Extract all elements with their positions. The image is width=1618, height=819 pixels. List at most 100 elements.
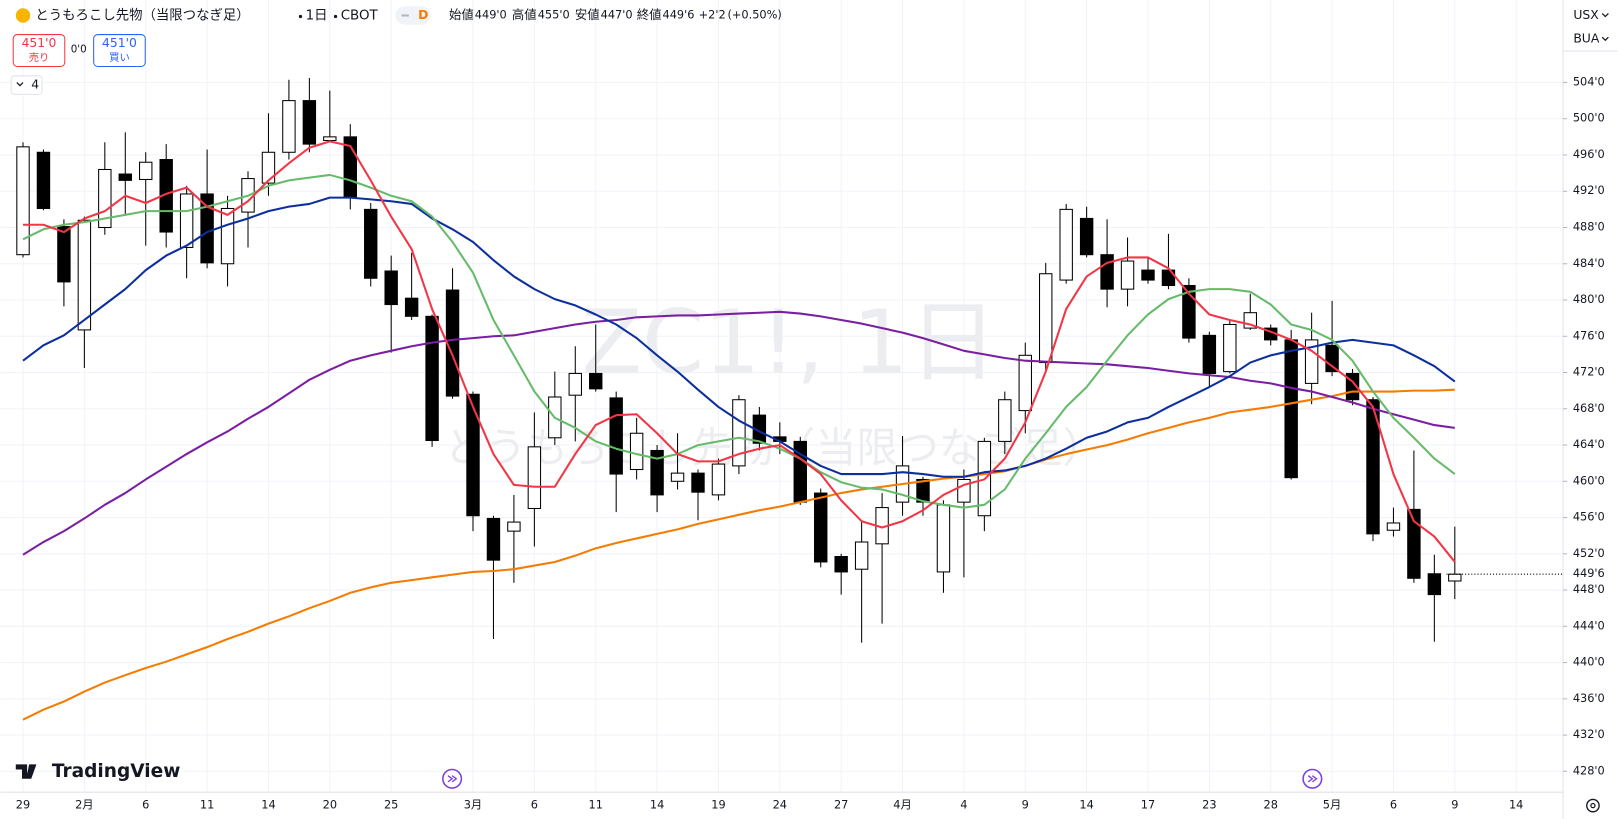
trade-buttons: 451'0 売り 0'0 451'0 買い 4 xyxy=(10,34,146,95)
ohlc-value: 449'6 xyxy=(663,7,695,21)
settings-icon[interactable] xyxy=(1586,798,1600,813)
y-tick-label: 472'0 xyxy=(1573,365,1605,379)
brand-dot xyxy=(28,764,34,770)
y-tick-label: 476'0 xyxy=(1573,328,1605,342)
unit[interactable]: BUA xyxy=(1573,32,1600,46)
brand-logo: TradingView xyxy=(15,761,180,782)
candle-body xyxy=(323,136,337,142)
interval[interactable]: 1日 xyxy=(306,8,328,23)
y-tick-label: 436'0 xyxy=(1573,691,1605,705)
candle-body xyxy=(527,446,542,509)
candle-body xyxy=(1100,254,1114,290)
y-tick-label: 428'0 xyxy=(1573,763,1605,777)
last-price-box xyxy=(1564,565,1618,583)
buy-button[interactable] xyxy=(93,34,146,68)
candle-body xyxy=(1448,573,1462,582)
x-tick-label: 14 xyxy=(650,798,664,812)
sell-label: 売り xyxy=(29,51,50,64)
ohlc-value: 447'0 xyxy=(601,7,633,21)
ohlc-value: 455'0 xyxy=(538,7,570,21)
ma-line xyxy=(22,173,1456,509)
x-tick-label: 6 xyxy=(531,798,538,812)
change: +2'2 xyxy=(699,7,726,21)
candle-body xyxy=(711,463,726,496)
candle-body xyxy=(589,372,603,390)
ma-line xyxy=(22,310,1455,556)
candle-body xyxy=(1120,260,1135,290)
candle-body xyxy=(936,504,951,573)
sell-price: 451'0 xyxy=(22,36,57,50)
candle-body xyxy=(609,397,623,475)
ohlc-label: 安値 xyxy=(575,7,600,22)
candle-body xyxy=(650,449,664,496)
event-icon xyxy=(447,775,458,783)
x-tick-label: 9 xyxy=(1022,798,1029,812)
candle-body xyxy=(139,161,153,180)
x-tick-label: 5月 xyxy=(1323,798,1342,812)
x-tick-label: 3月 xyxy=(464,798,483,812)
y-tick-label: 432'0 xyxy=(1573,727,1605,741)
y-tick-label: 448'0 xyxy=(1573,582,1605,596)
candle-body xyxy=(486,517,501,561)
currency[interactable]: USX xyxy=(1573,8,1599,22)
candle-body xyxy=(57,226,71,283)
indicator-toggle[interactable] xyxy=(10,75,43,95)
header: とうもろこし先物（当限つなぎ足） 1日 CBOT D xyxy=(15,6,431,25)
candle-body xyxy=(1202,334,1217,374)
candle-body xyxy=(834,556,848,573)
candle-body xyxy=(220,207,235,265)
settings-icon-center xyxy=(1590,802,1596,809)
candle-body xyxy=(1366,399,1380,535)
x-tick-label: 9 xyxy=(1451,798,1458,812)
x-tick-label: 6 xyxy=(142,798,149,812)
candle-body xyxy=(1427,573,1442,596)
x-tick-label: 11 xyxy=(589,798,603,812)
candle-body xyxy=(261,151,276,184)
candle-body xyxy=(1161,269,1176,287)
symbol-title[interactable]: とうもろこし先物（当限つなぎ足） xyxy=(35,7,249,23)
candle-body xyxy=(854,541,869,570)
x-tick-label: 29 xyxy=(16,798,30,812)
x-tick-label: 14 xyxy=(261,798,275,812)
spread: 0'0 xyxy=(71,44,87,56)
symbol-icon xyxy=(15,8,31,23)
ohlc-label: 高値 xyxy=(512,7,537,22)
x-tick-label: 24 xyxy=(773,798,787,812)
candle-body xyxy=(118,173,132,181)
candle-body xyxy=(1079,217,1094,256)
separator xyxy=(298,14,303,19)
grid xyxy=(0,0,1564,793)
event-markers xyxy=(442,768,1323,789)
candle-body xyxy=(466,393,480,517)
ohlc-legend: 始値 449'0 高値 455'0 安値 447'0 終値 449'6 +2'2 (+0.50%) xyxy=(449,7,782,22)
x-tick-label: 23 xyxy=(1202,798,1216,812)
candle-body xyxy=(691,472,705,493)
y-tick-label: 484'0 xyxy=(1573,256,1605,270)
candle-body xyxy=(425,315,439,442)
candle-body xyxy=(1304,339,1319,384)
y-tick-label: 500'0 xyxy=(1573,111,1605,125)
y-tick-label: 488'0 xyxy=(1573,220,1605,234)
y-tick-label: 496'0 xyxy=(1573,147,1605,161)
x-tick-label: 20 xyxy=(323,798,337,812)
x-tick-label: 6 xyxy=(1390,798,1397,812)
y-tick-label: 492'0 xyxy=(1573,183,1605,197)
badge-bg[interactable] xyxy=(395,6,431,25)
candle-body xyxy=(1284,339,1298,479)
candle-body xyxy=(1386,522,1401,531)
y-tick-label: 440'0 xyxy=(1573,655,1605,669)
y-tick-label: 444'0 xyxy=(1573,618,1605,632)
watermark-symbol: ZC1!, 1日 xyxy=(581,291,997,394)
candle-body xyxy=(179,193,194,248)
x-tick-label: 25 xyxy=(384,798,398,812)
candle-body xyxy=(1325,344,1339,373)
chevron xyxy=(1601,36,1609,42)
x-tick-label: 11 xyxy=(200,798,214,812)
sell-button[interactable] xyxy=(12,34,66,68)
indicator-count: 4 xyxy=(31,78,39,92)
axis-controls: USX BUA xyxy=(1563,8,1618,813)
chevron xyxy=(1601,12,1609,18)
